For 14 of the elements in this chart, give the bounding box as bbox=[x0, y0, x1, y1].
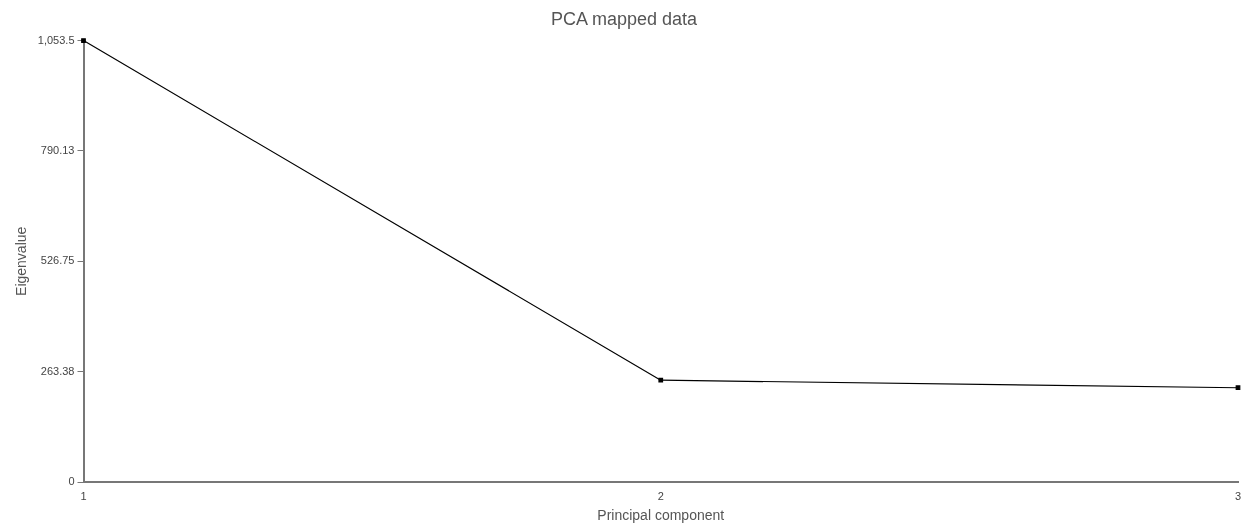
point bbox=[81, 38, 86, 43]
y-tick-label: 526.75 bbox=[40, 254, 75, 267]
x-tick-label: 3 bbox=[1234, 489, 1242, 502]
chart-title: PCA mapped data bbox=[550, 8, 699, 29]
point bbox=[1235, 385, 1241, 391]
x-axis-title: Principal component bbox=[597, 507, 725, 524]
y-tick-label: 1,053.5 bbox=[37, 33, 75, 46]
x-tick-label: 1 bbox=[80, 489, 87, 502]
point bbox=[658, 377, 664, 383]
y-tick-label: 263.38 bbox=[40, 364, 75, 377]
y-tick-label: 790.13 bbox=[40, 143, 75, 156]
y-tick-label: 0 bbox=[68, 475, 75, 488]
y-axis-title: Eigenvalue bbox=[13, 226, 30, 296]
x-tick-label: 2 bbox=[657, 489, 664, 502]
